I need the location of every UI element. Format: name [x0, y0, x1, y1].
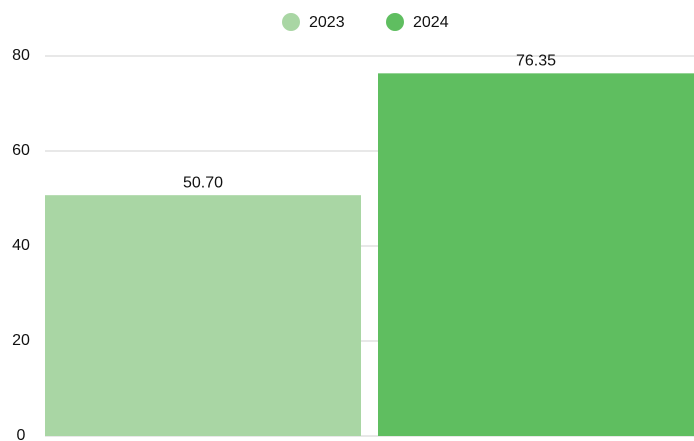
bar [45, 195, 361, 436]
y-tick-label: 0 [17, 427, 26, 441]
legend-swatch [282, 13, 300, 31]
y-tick-label: 20 [12, 332, 30, 349]
legend-label: 2023 [309, 14, 345, 31]
bar [378, 73, 694, 437]
y-tick-label: 80 [12, 47, 30, 64]
legend-swatch [386, 13, 404, 31]
y-tick-label: 60 [12, 142, 30, 159]
data-label: 50.70 [183, 174, 223, 191]
data-label: 76.35 [516, 53, 556, 70]
legend-label: 2024 [413, 14, 449, 31]
y-tick-label: 40 [12, 237, 30, 254]
